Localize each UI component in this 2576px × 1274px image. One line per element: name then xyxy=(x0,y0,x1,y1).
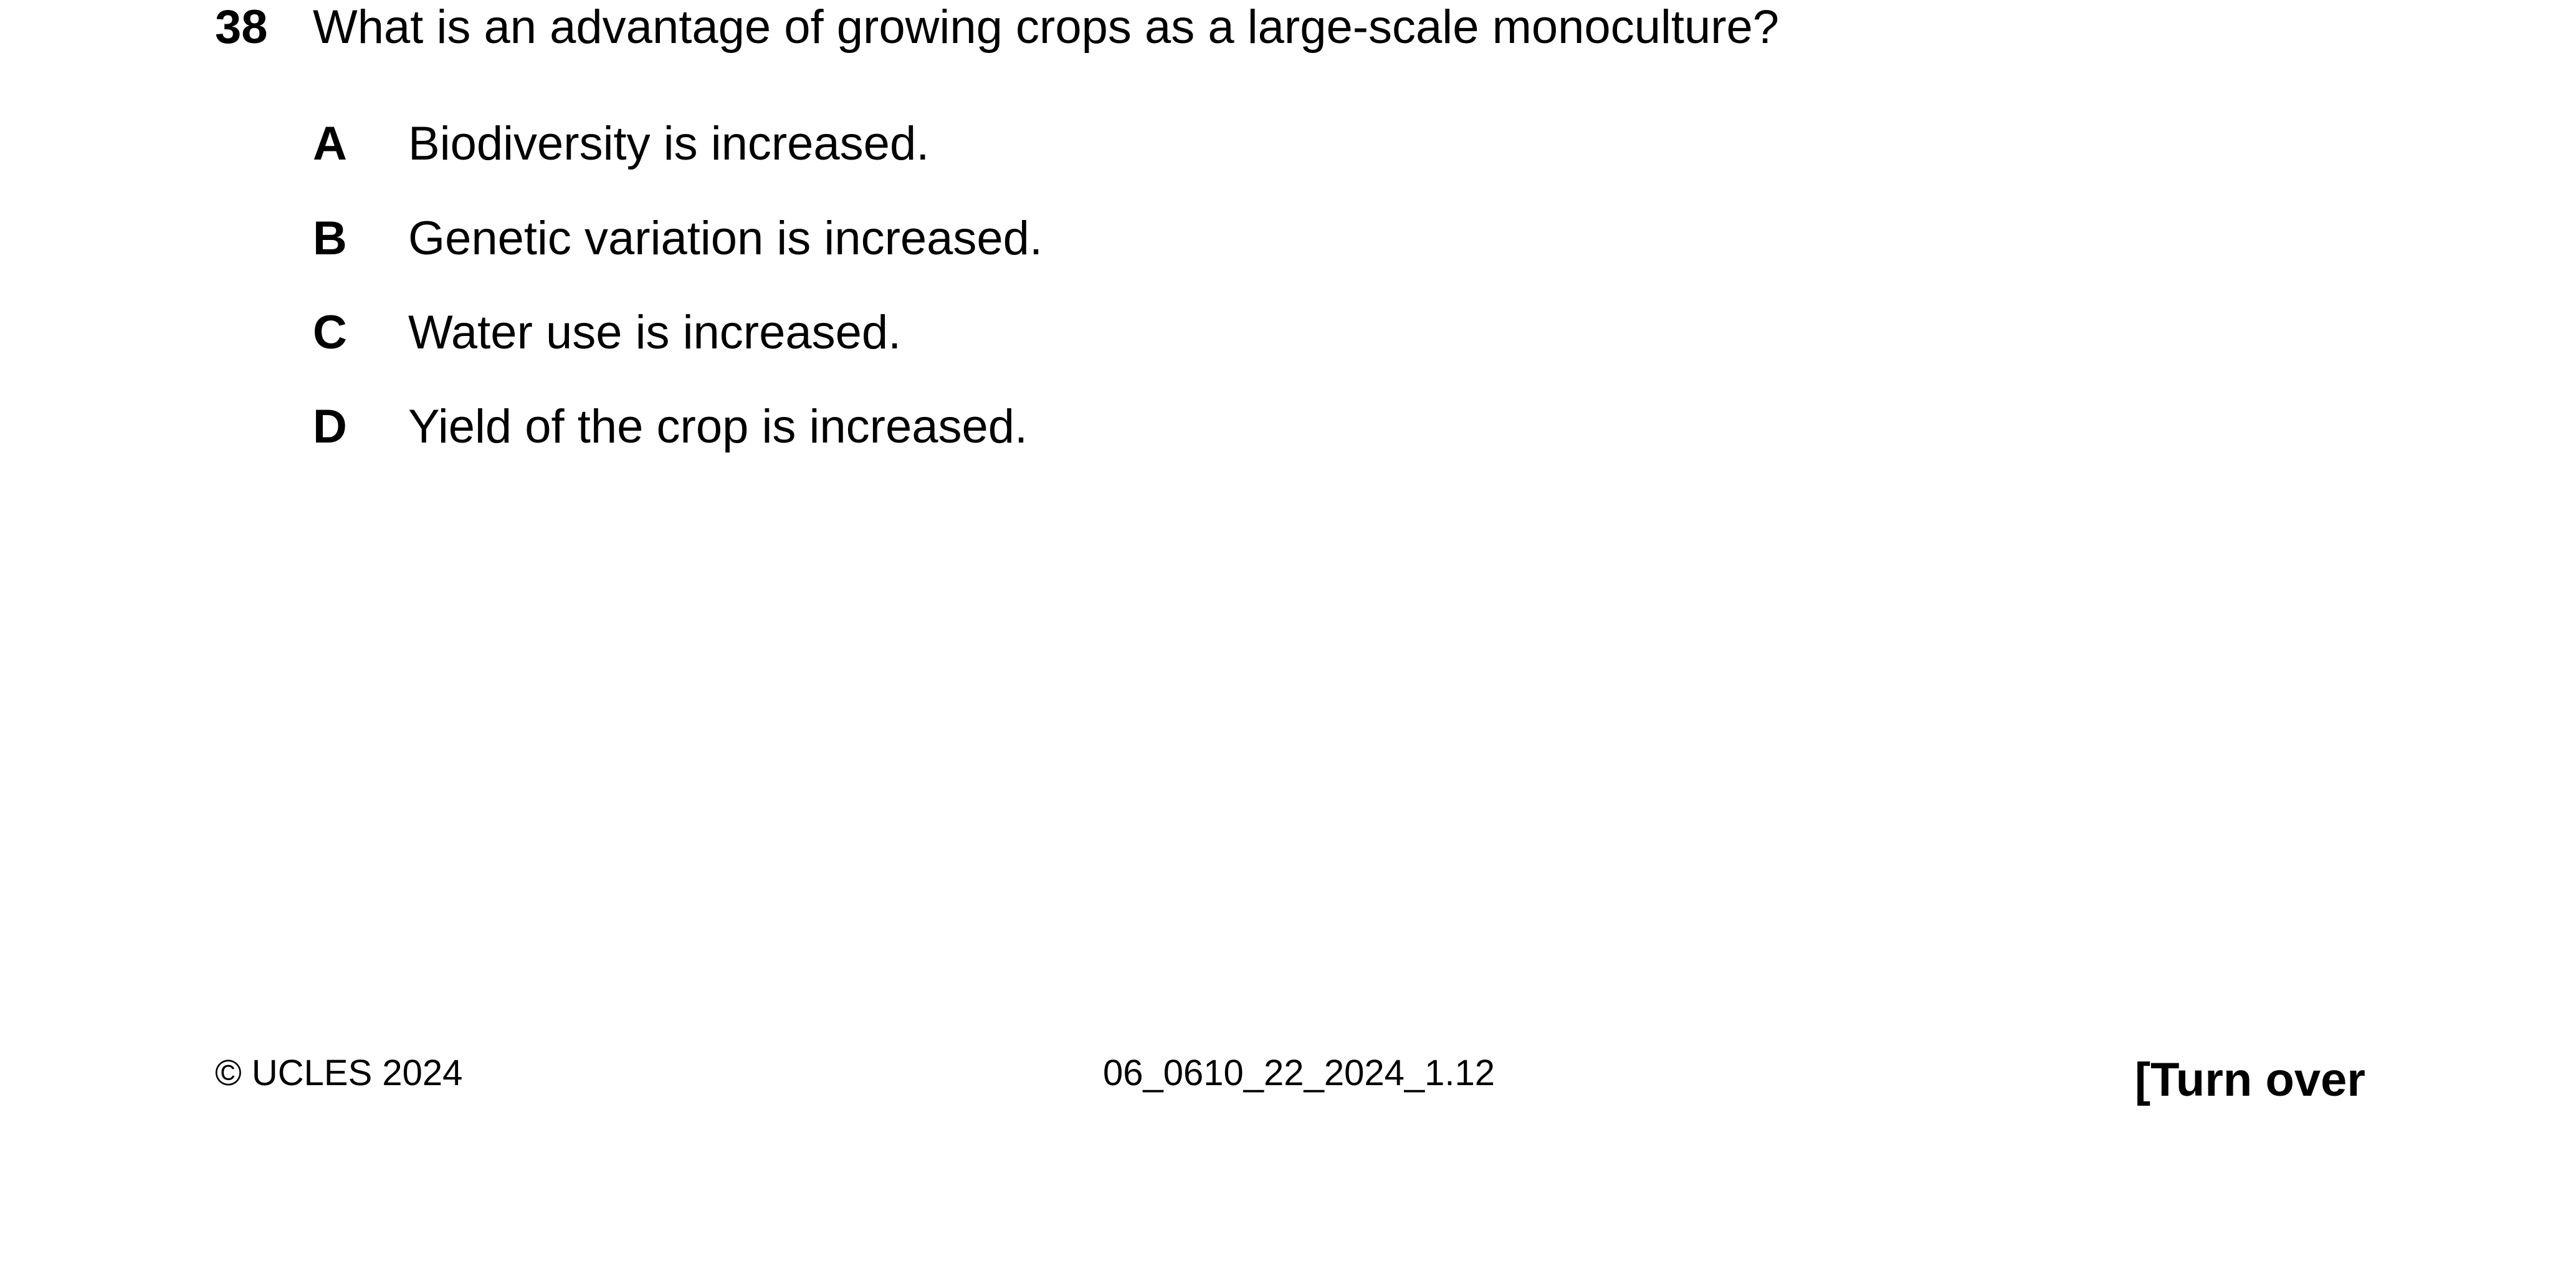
question-text: What is an advantage of growing crops as… xyxy=(313,1,1780,54)
option-text: Biodiversity is increased. xyxy=(408,117,930,170)
paper-code: 06_0610_22_2024_1.12 xyxy=(1103,1053,1495,1093)
option-letter: B xyxy=(313,212,347,265)
option-text: Water use is increased. xyxy=(408,306,902,359)
option-letter: D xyxy=(313,400,347,453)
option-letter: C xyxy=(313,306,347,359)
option-letter: A xyxy=(313,117,347,170)
copyright-notice: © UCLES 2024 xyxy=(215,1053,463,1093)
question-number: 38 xyxy=(215,1,268,54)
turn-over-label: [Turn over xyxy=(2134,1053,2365,1106)
option-text: Genetic variation is increased. xyxy=(408,212,1043,265)
option-text: Yield of the crop is increased. xyxy=(408,400,1028,453)
